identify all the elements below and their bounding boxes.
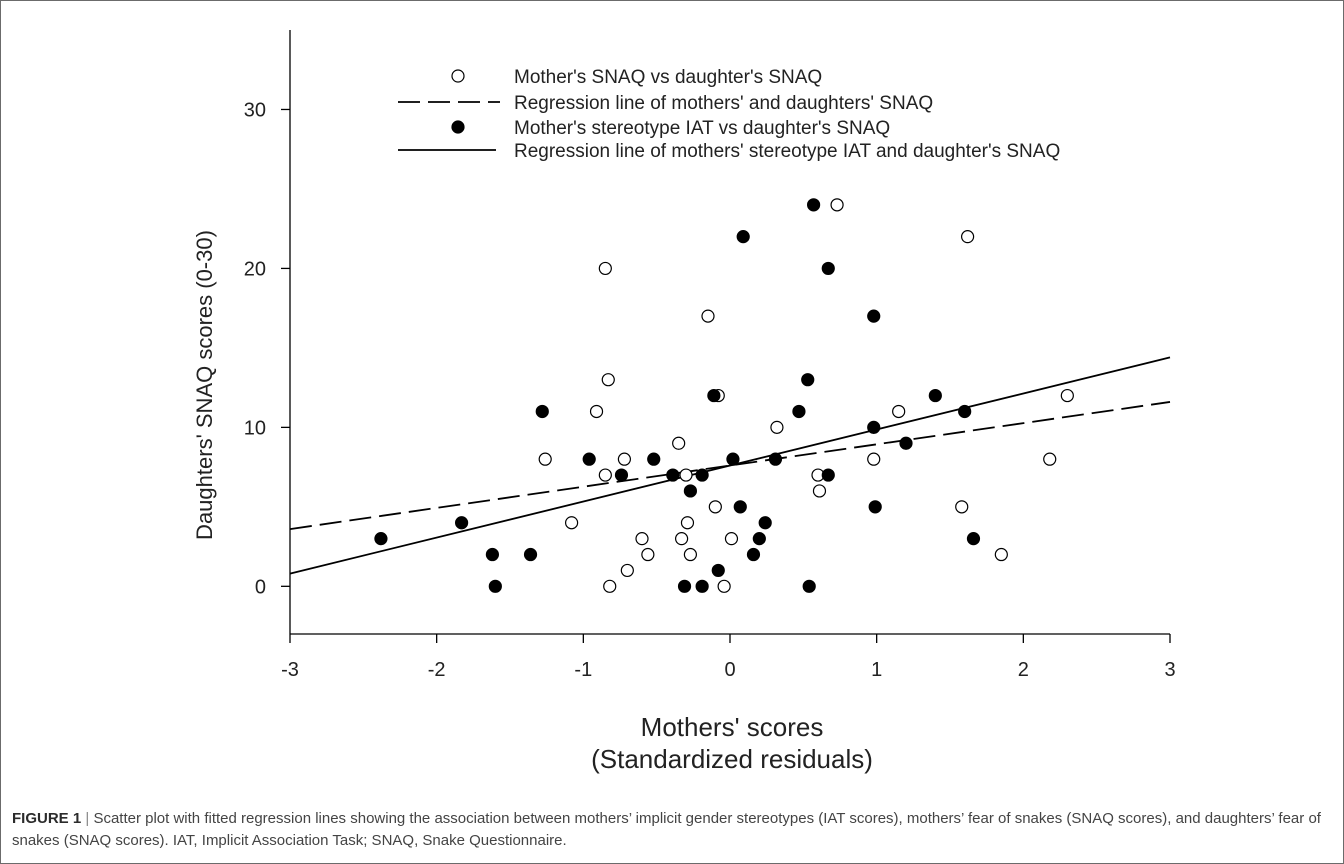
iat-point [821, 468, 835, 482]
iat-point [695, 468, 709, 482]
snaq-point [679, 468, 693, 482]
regression-line-iat [289, 356, 1171, 575]
iat-point [707, 388, 721, 403]
legend: Mother's SNAQ vs daughter's SNAQ Regressi… [398, 67, 1060, 162]
iat-point [801, 373, 815, 387]
snaq-point [603, 579, 617, 593]
legend-label: Regression line of mothers' stereotype I… [514, 141, 1060, 162]
snaq-point [672, 436, 686, 450]
iat-point [374, 532, 388, 546]
snaq-point [1060, 388, 1074, 403]
iat-point [868, 500, 882, 514]
snaq-point [598, 468, 612, 482]
snaq-point [601, 373, 615, 387]
y-tick-label: 30 [244, 99, 266, 121]
iat-point [821, 261, 835, 276]
x-tick-label: 0 [724, 659, 735, 681]
snaq-point [770, 420, 784, 434]
snaq-point [701, 309, 715, 323]
iat-point [736, 230, 750, 244]
iat-point [614, 468, 629, 482]
caption-text: Scatter plot with fitted regression line… [12, 810, 1321, 849]
snaq-point [674, 532, 689, 546]
legend-label: Mother's stereotype IAT vs daughter's SN… [514, 118, 890, 139]
x-axis-label-line1: Mothers' scores [641, 712, 824, 742]
iat-point [695, 579, 709, 593]
snaq-point [994, 547, 1008, 562]
snaq-point [867, 452, 881, 466]
iat-point [726, 452, 740, 466]
iat-point [488, 579, 502, 593]
legend-filled-circle-marker [451, 120, 465, 134]
snaq-point [617, 452, 632, 466]
data-points [374, 198, 1074, 593]
x-tick-label: 2 [1018, 659, 1029, 681]
iat-point [666, 468, 680, 482]
iat-point [582, 452, 596, 466]
caption-separator: | [85, 810, 90, 827]
iat-point [677, 579, 692, 593]
x-axis-label-line2: (Standardized residuals) [591, 744, 873, 774]
snaq-point [892, 404, 906, 419]
iat-point [485, 547, 499, 562]
iat-point [768, 452, 783, 466]
snaq-point [955, 500, 969, 514]
iat-point [711, 563, 725, 578]
iat-point [683, 484, 698, 498]
iat-point [958, 404, 972, 419]
x-tick-label: 3 [1164, 659, 1175, 681]
x-tick-label: -3 [281, 659, 299, 681]
x-tick-label: -1 [574, 659, 592, 681]
legend-label: Mother's SNAQ vs daughter's SNAQ [514, 67, 822, 88]
snaq-point [564, 516, 579, 530]
iat-point [792, 404, 806, 419]
regression-line-snaq [289, 401, 1171, 530]
snaq-point [812, 484, 827, 498]
iat-point [523, 547, 538, 562]
iat-point [535, 404, 549, 419]
snaq-point [724, 532, 739, 546]
iat-point [802, 579, 816, 593]
legend-open-circle-marker [451, 69, 465, 83]
iat-point [455, 516, 469, 530]
snaq-point [830, 198, 844, 212]
iat-point [806, 198, 821, 212]
iat-point [928, 388, 942, 403]
legend-label: Regression line of mothers' and daughter… [514, 93, 933, 114]
snaq-point [641, 547, 655, 562]
iat-point [647, 452, 661, 466]
y-tick-label: 20 [244, 258, 266, 280]
iat-point [733, 500, 747, 514]
snaq-point [635, 532, 649, 546]
snaq-point [1043, 452, 1057, 466]
caption-label: FIGURE 1 [12, 810, 82, 827]
snaq-point [598, 261, 612, 276]
figure-caption: FIGURE 1 | Scatter plot with fitted regr… [12, 808, 1332, 852]
iat-point [752, 532, 766, 546]
snaq-point [683, 547, 698, 562]
snaq-point [708, 500, 722, 514]
regression-lines [289, 356, 1171, 575]
x-tick-label: -2 [428, 659, 446, 681]
y-tick-label: 10 [244, 417, 266, 439]
y-axis-label: Daughters' SNAQ scores (0-30) [192, 230, 217, 540]
snaq-point [717, 579, 731, 593]
iat-point [899, 436, 913, 450]
snaq-point [589, 404, 604, 419]
iat-point [867, 420, 881, 434]
snaq-point [960, 230, 975, 244]
y-tick-label: 0 [255, 576, 266, 598]
iat-point [966, 532, 981, 546]
x-tick-label: 1 [871, 659, 882, 681]
snaq-point [620, 563, 634, 578]
snaq-point [680, 516, 695, 530]
iat-point [746, 547, 761, 562]
iat-point [867, 309, 881, 323]
iat-point [758, 516, 772, 530]
snaq-point [538, 452, 552, 466]
